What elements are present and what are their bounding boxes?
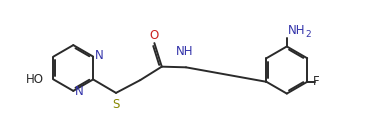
Text: NH: NH <box>288 24 306 37</box>
Text: F: F <box>313 75 320 88</box>
Text: HO: HO <box>26 73 44 86</box>
Text: N: N <box>75 85 83 98</box>
Text: O: O <box>150 29 159 41</box>
Text: 2: 2 <box>305 30 310 39</box>
Text: N: N <box>94 49 103 62</box>
Text: NH: NH <box>176 45 194 58</box>
Text: S: S <box>112 98 120 111</box>
